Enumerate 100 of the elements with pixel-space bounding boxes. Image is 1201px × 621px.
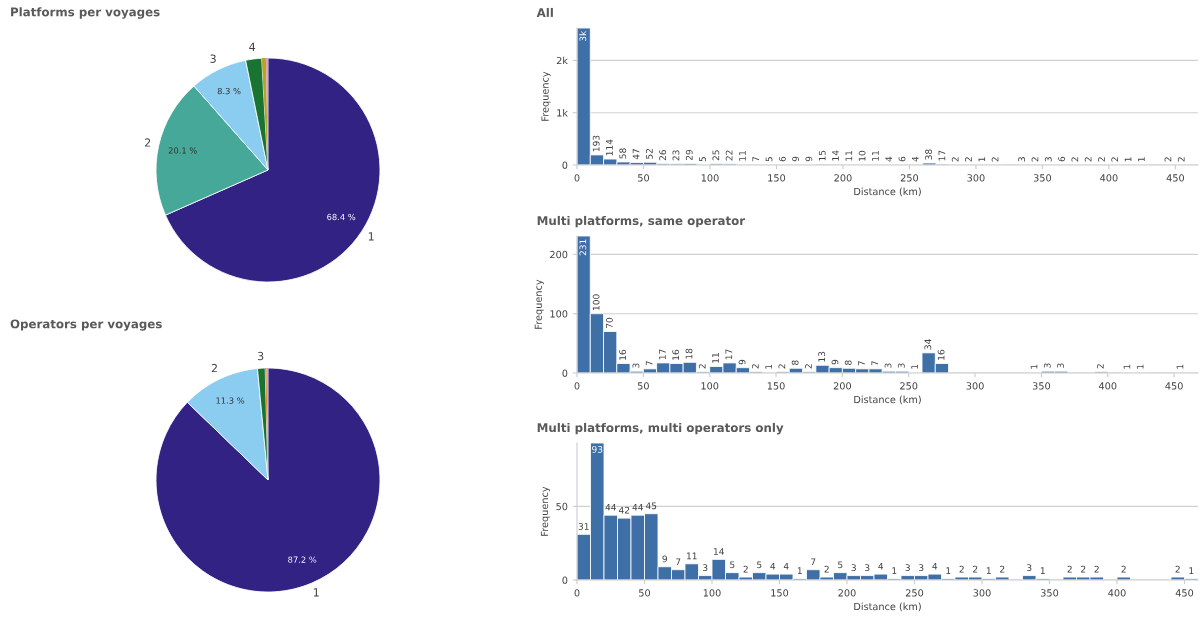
data-label: 58 bbox=[619, 148, 627, 159]
data-label: 1 bbox=[986, 567, 991, 574]
data-label: 11 bbox=[739, 151, 746, 161]
data-label: 15 bbox=[818, 150, 826, 161]
data-label: 2 bbox=[1175, 565, 1180, 573]
data-label: 4 bbox=[783, 562, 789, 570]
data-label: 2 bbox=[1111, 157, 1119, 162]
data-label: 3 bbox=[851, 564, 856, 572]
data-label: 3 bbox=[1044, 157, 1052, 162]
data-label: 2 bbox=[698, 364, 706, 369]
data-label: 3 bbox=[1018, 157, 1026, 162]
slice-label: 1 bbox=[313, 588, 319, 597]
data-label: 25 bbox=[712, 150, 720, 161]
data-label: 5 bbox=[838, 561, 843, 569]
data-label: 231 bbox=[579, 239, 587, 256]
data-label: 3 bbox=[703, 564, 708, 572]
data-label: 1 bbox=[1124, 157, 1132, 162]
data-label: 1 bbox=[892, 567, 897, 574]
x-tick-label: 200 bbox=[833, 382, 852, 390]
data-label: 13 bbox=[818, 351, 826, 362]
data-label: 2 bbox=[1031, 157, 1039, 162]
data-label: 34 bbox=[924, 339, 932, 350]
data-label: 1 bbox=[1123, 364, 1131, 369]
x-tick-label: 0 bbox=[574, 589, 580, 597]
data-label: 8.3 % bbox=[217, 87, 241, 95]
y-tick-label: 0 bbox=[562, 161, 568, 169]
data-label: 87.2 % bbox=[288, 556, 317, 563]
data-label: 8 bbox=[844, 360, 852, 365]
x-tick-label: 450 bbox=[1175, 589, 1194, 597]
x-tick-label: 0 bbox=[574, 174, 580, 182]
chart-title: Multi platforms, same operator bbox=[537, 215, 746, 228]
data-label: 7 bbox=[676, 558, 681, 566]
slice-label: 3 bbox=[210, 54, 216, 63]
data-label: 193 bbox=[592, 135, 600, 152]
data-label: 11 bbox=[712, 353, 719, 363]
data-label: 1 bbox=[1176, 364, 1184, 369]
data-label: 18 bbox=[685, 348, 693, 359]
data-label: 2 bbox=[965, 157, 972, 162]
data-label: 2 bbox=[1084, 157, 1092, 162]
data-label: 2 bbox=[1071, 157, 1079, 162]
x-tick-label: 100 bbox=[701, 174, 719, 182]
y-tick-label: 0 bbox=[562, 576, 568, 584]
data-label: 45 bbox=[645, 502, 657, 510]
data-label: 2 bbox=[1067, 565, 1072, 573]
data-label: 5 bbox=[765, 157, 773, 162]
x-tick-label: 450 bbox=[1166, 174, 1185, 182]
data-label: 10 bbox=[858, 150, 866, 161]
data-label: 22 bbox=[725, 150, 733, 161]
data-label: 11 bbox=[872, 151, 879, 161]
x-tick-label: 350 bbox=[1033, 174, 1052, 182]
data-label: 3 bbox=[897, 363, 905, 368]
data-label: 4 bbox=[912, 156, 919, 162]
x-tick-label: 300 bbox=[966, 382, 984, 390]
x-axis-title: Distance (km) bbox=[854, 187, 921, 197]
x-tick-label: 100 bbox=[701, 382, 719, 390]
data-label: 44 bbox=[605, 503, 616, 511]
x-tick-label: 150 bbox=[767, 382, 785, 390]
data-label: 2 bbox=[1094, 565, 1099, 573]
x-tick-label: 150 bbox=[768, 174, 786, 182]
data-label: 11.3 % bbox=[216, 397, 245, 404]
data-label: 20.1 % bbox=[168, 147, 197, 154]
data-label: 47 bbox=[632, 149, 640, 160]
data-label: 3 bbox=[905, 564, 910, 572]
data-label: 4 bbox=[770, 562, 776, 570]
data-label: 26 bbox=[659, 149, 667, 161]
x-tick-label: 200 bbox=[834, 174, 852, 182]
data-label: 4 bbox=[878, 562, 884, 570]
data-label: 1 bbox=[765, 364, 772, 369]
data-label: 17 bbox=[725, 349, 733, 360]
data-label: 2 bbox=[778, 364, 786, 369]
data-label: 1 bbox=[978, 157, 986, 162]
x-tick-label: 50 bbox=[637, 382, 649, 390]
y-tick-label: 1k bbox=[557, 109, 568, 117]
data-label: 2 bbox=[973, 565, 978, 573]
data-label: 2 bbox=[959, 565, 964, 573]
data-label: 7 bbox=[811, 558, 816, 566]
data-label: 7 bbox=[645, 361, 653, 366]
data-label: 2 bbox=[1177, 157, 1185, 162]
data-label: 42 bbox=[618, 506, 630, 514]
y-axis-title: Frequency bbox=[534, 279, 544, 329]
data-label: 16 bbox=[619, 349, 627, 360]
data-label: 2 bbox=[1081, 565, 1086, 573]
data-label: 5 bbox=[699, 157, 706, 162]
data-label: 6 bbox=[898, 156, 906, 162]
x-tick-label: 250 bbox=[905, 589, 924, 597]
chart-title: Multi platforms, multi operators only bbox=[537, 422, 784, 435]
slice-label: 1 bbox=[368, 232, 374, 241]
data-label: 6 bbox=[778, 156, 786, 162]
data-label: 70 bbox=[605, 317, 613, 328]
x-tick-label: 300 bbox=[967, 174, 985, 182]
data-label: 1 bbox=[797, 567, 802, 574]
data-label: 1 bbox=[1136, 364, 1144, 369]
data-label: 3 bbox=[1043, 363, 1051, 368]
data-label: 3 bbox=[884, 363, 892, 368]
data-label: 1 bbox=[946, 567, 951, 574]
data-label: 3k bbox=[579, 30, 587, 42]
data-label: 23 bbox=[672, 150, 680, 161]
chart-title: Platforms per voyages bbox=[11, 7, 160, 19]
data-label: 7 bbox=[752, 156, 760, 162]
data-label: 31 bbox=[578, 523, 589, 530]
